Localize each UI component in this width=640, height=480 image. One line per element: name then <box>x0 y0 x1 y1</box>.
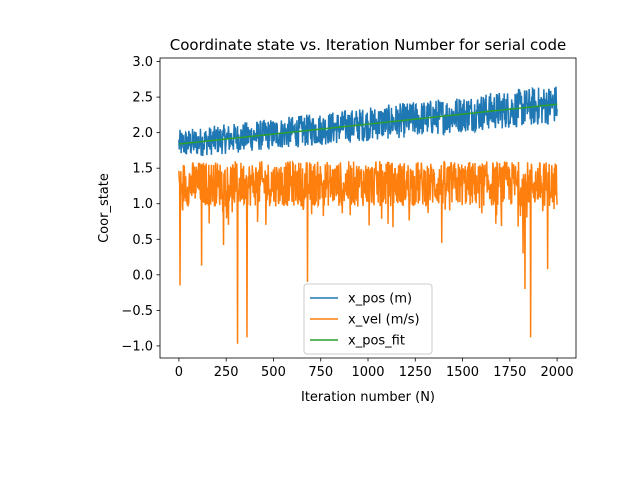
x-tick-label: 2000 <box>541 365 574 380</box>
x-tick-label: 1500 <box>446 365 479 380</box>
y-tick-label: 0.0 <box>132 268 153 283</box>
x-tick-label: 0 <box>175 365 183 380</box>
legend-label: x_pos_fit <box>348 334 405 349</box>
legend: x_pos (m) x_vel (m/s) x_pos_fit <box>303 283 433 355</box>
y-tick-label: 1.0 <box>132 197 153 212</box>
axes: 0 250 500 750 1000 1250 1500 1750 2000 −1.0 −0.5 0.… <box>121 55 577 380</box>
x-tick-label: 1750 <box>493 365 526 380</box>
y-tick-label: −1.0 <box>121 339 153 354</box>
series-line-x-vel <box>178 159 558 344</box>
x-tick-label: 750 <box>308 365 333 380</box>
legend-label: x_vel (m/s) <box>348 313 420 328</box>
y-tick-label: 2.5 <box>132 91 153 106</box>
chart-title: Coordinate state vs. Iteration Number fo… <box>170 36 566 54</box>
y-tick-label: 1.5 <box>132 162 153 177</box>
x-tick-label: 1000 <box>351 365 384 380</box>
y-tick-label: 2.0 <box>132 126 153 141</box>
x-tick-label: 250 <box>214 365 239 380</box>
plot-lines <box>178 86 558 344</box>
y-tick-label: −0.5 <box>121 304 153 319</box>
series-line-x-pos <box>178 86 558 156</box>
x-tick-label: 500 <box>261 365 286 380</box>
legend-label: x_pos (m) <box>348 292 412 307</box>
x-axis-label: Iteration number (N) <box>301 390 435 405</box>
series-line-x-pos-fit <box>178 103 558 145</box>
x-tick-label: 1250 <box>399 365 432 380</box>
legend-box <box>303 283 433 355</box>
y-tick-label: 3.0 <box>132 55 153 70</box>
y-axis-label: Coor_state <box>97 173 112 243</box>
y-tick-label: 0.5 <box>132 233 153 248</box>
